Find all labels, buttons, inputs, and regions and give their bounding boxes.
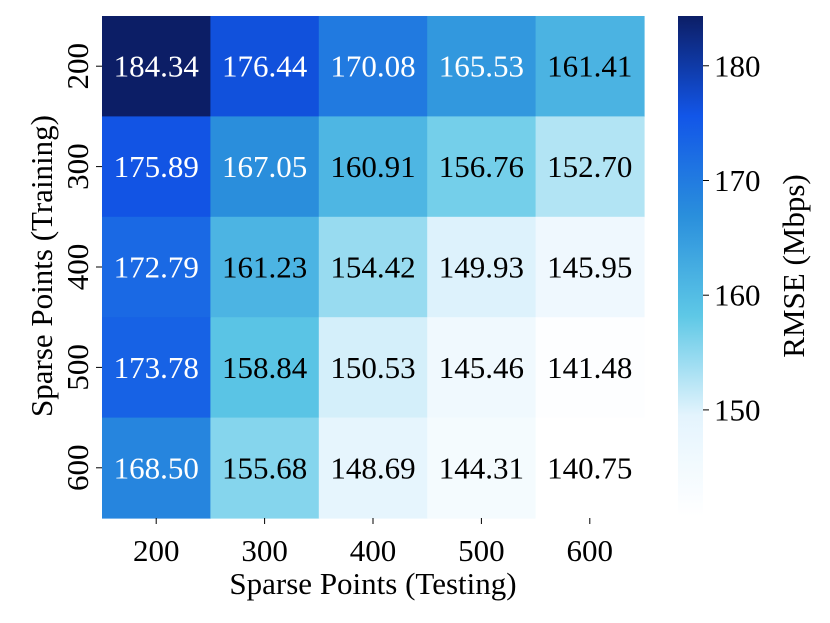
heatmap-cell xyxy=(318,417,428,519)
heatmap-cell xyxy=(210,317,320,419)
heatmap-cell xyxy=(427,417,537,519)
cell-value-label: 168.50 xyxy=(114,450,199,485)
heatmap-cell xyxy=(535,16,645,117)
colorbar-tick-label: 180 xyxy=(714,48,761,83)
heatmap-cell xyxy=(210,216,320,318)
cell-value-label: 170.08 xyxy=(330,49,415,84)
y-axis-label: Sparse Points (Training) xyxy=(24,115,59,417)
cell-value-label: 158.84 xyxy=(222,350,308,385)
heatmap-cell xyxy=(535,116,645,218)
cell-value-label: 160.91 xyxy=(330,149,415,184)
heatmap-cell xyxy=(102,417,211,519)
y-tick-label: 400 xyxy=(60,244,95,291)
heatmap-cell xyxy=(535,317,645,419)
cell-value-label: 144.31 xyxy=(439,450,524,485)
y-tick-label: 300 xyxy=(60,143,95,190)
cell-value-label: 167.05 xyxy=(222,149,307,184)
cell-value-label: 176.44 xyxy=(222,49,308,84)
x-tick-label: 600 xyxy=(567,533,614,568)
y-tick-label: 500 xyxy=(60,344,95,391)
cell-value-label: 148.69 xyxy=(330,450,415,485)
heatmap-cell xyxy=(318,216,428,318)
heatmap-cell xyxy=(102,317,211,419)
heatmap-cell xyxy=(318,116,428,218)
x-axis-label: Sparse Points (Testing) xyxy=(229,566,516,601)
heatmap-cell xyxy=(427,317,537,419)
x-tick-label: 500 xyxy=(458,533,505,568)
heatmap-cell xyxy=(318,317,428,419)
cell-value-label: 161.23 xyxy=(222,250,307,285)
cell-value-label: 145.95 xyxy=(547,250,632,285)
y-axis-ticks: 200 300 400 500 600 xyxy=(60,43,102,491)
cell-value-label: 154.42 xyxy=(330,250,415,285)
heatmap-cell xyxy=(427,116,537,218)
cell-value-label: 156.76 xyxy=(439,149,524,184)
heatmap-cell xyxy=(210,16,320,117)
cell-value-label: 165.53 xyxy=(439,49,524,84)
cell-value-label: 172.79 xyxy=(114,250,199,285)
colorbar xyxy=(678,16,703,516)
cell-value-label: 150.53 xyxy=(330,350,415,385)
heatmap-cell xyxy=(210,116,320,218)
heatmap-cell xyxy=(427,16,537,117)
heatmap-cell xyxy=(535,216,645,318)
colorbar-ticks: 150 160 170 180 xyxy=(703,48,761,427)
cell-value-label: 152.70 xyxy=(547,149,632,184)
heatmap-cell xyxy=(427,216,537,318)
colorbar-tick-label: 160 xyxy=(714,278,761,313)
heatmap-cell xyxy=(102,216,211,318)
x-tick-label: 200 xyxy=(133,533,180,568)
cell-value-label: 173.78 xyxy=(114,350,199,385)
y-tick-label: 600 xyxy=(60,445,95,492)
heatmap-cells: 184.34 176.44 170.08 165.53 161.41 175.89 167.… xyxy=(102,16,645,519)
colorbar-label: RMSE (Mbps) xyxy=(776,174,811,357)
cell-value-label: 140.75 xyxy=(547,450,632,485)
heatmap-cell xyxy=(535,417,645,519)
heatmap-cell xyxy=(210,417,320,519)
colorbar-tick-label: 150 xyxy=(714,392,761,427)
cell-value-label: 184.34 xyxy=(114,49,200,84)
cell-value-label: 155.68 xyxy=(222,450,307,485)
heatmap-cell xyxy=(102,16,211,117)
cell-value-label: 141.48 xyxy=(547,350,632,385)
cell-value-label: 175.89 xyxy=(114,149,199,184)
cell-value-label: 161.41 xyxy=(547,49,632,84)
y-tick-label: 200 xyxy=(60,43,95,90)
x-tick-label: 400 xyxy=(350,533,397,568)
cell-value-label: 149.93 xyxy=(439,250,524,285)
x-axis-ticks: 200 300 400 500 600 xyxy=(133,518,613,568)
heatmap-cell xyxy=(102,116,211,218)
cell-value-label: 145.46 xyxy=(439,350,524,385)
colorbar-tick-label: 170 xyxy=(714,163,761,198)
x-tick-label: 300 xyxy=(241,533,288,568)
heatmap-cell xyxy=(318,16,428,117)
